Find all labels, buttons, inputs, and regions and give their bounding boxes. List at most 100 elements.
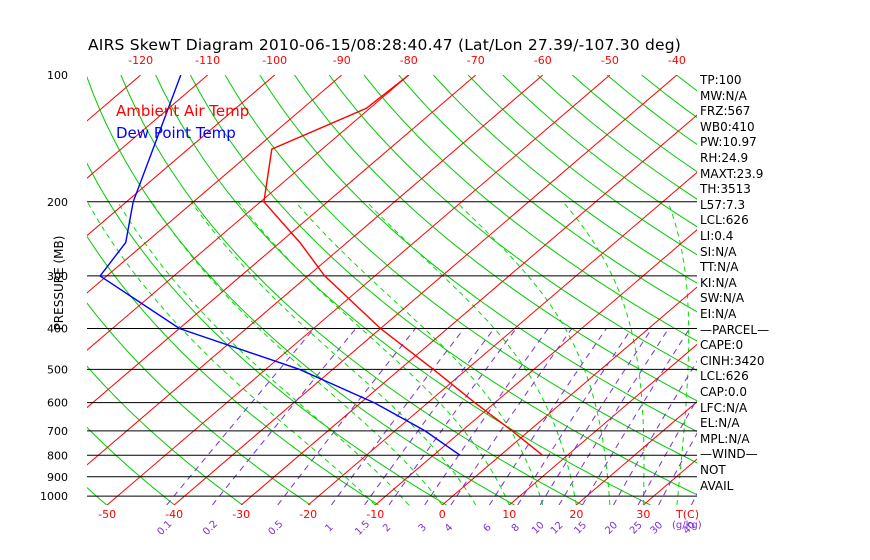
y-tick-label: 500 [47, 363, 68, 376]
mixing-ratio-line [330, 328, 465, 505]
dry-adiabat [850, 75, 870, 505]
mixing-ratio-unit: (g/kg) [672, 520, 702, 531]
isotherm [87, 75, 410, 351]
index-item: EI:N/A [700, 307, 737, 321]
index-item: MPL:N/A [700, 431, 750, 446]
dry-adiabat [398, 75, 697, 313]
mixing-ratio-tick: 0.1 [155, 519, 174, 538]
index-item: RH:24.9 [700, 151, 749, 165]
index-item: LCL:626 [700, 213, 749, 228]
mixing-ratio-line [613, 360, 697, 505]
dry-adiabat [746, 75, 870, 505]
mixing-ratio-tick: 8 [510, 522, 522, 534]
dry-adiabat [363, 75, 697, 342]
isotherm [87, 75, 276, 237]
mixing-ratio-tick: 6 [481, 522, 493, 534]
index-item: TT:N/A [700, 260, 739, 275]
mixing-ratio-line [388, 328, 517, 505]
isotherm [106, 75, 611, 505]
legend-air-temp: Ambient Air Temp [116, 102, 250, 120]
mixing-ratio-line [277, 328, 416, 505]
dry-adiabat [87, 426, 175, 505]
mixing-ratio-line [658, 432, 697, 505]
index-item: MAXT:23.9 [700, 166, 764, 181]
mixing-ratio-line [212, 328, 357, 505]
bottom-temp-tick: -40 [165, 508, 183, 521]
index-item: LI:0.4 [700, 229, 734, 243]
dry-adiabat [87, 365, 243, 505]
chart-title: AIRS SkewT Diagram 2010-06-15/08:28:40.4… [88, 36, 682, 54]
bottom-temp-tick: 10 [502, 508, 516, 521]
isotherm [0, 75, 7, 505]
index-item: —WIND— [700, 447, 758, 462]
top-temp-tick: -80 [400, 54, 418, 67]
index-item: TH:3513 [700, 182, 751, 197]
isotherm [87, 75, 343, 294]
isotherm [508, 343, 697, 505]
dry-adiabat [87, 75, 515, 505]
y-tick-label: 900 [47, 471, 68, 484]
mixing-ratio-tick: 4 [443, 522, 455, 534]
y-axis-label: PRESSURE (MB) [52, 235, 66, 331]
top-temp-tick: -60 [534, 54, 552, 67]
mixing-ratio-tick: 15 [572, 520, 589, 537]
dry-adiabat [87, 302, 311, 505]
bottom-temp-tick: -30 [232, 508, 250, 521]
mixing-ratio-line [539, 328, 653, 505]
index-item: LFC:N/A [700, 400, 748, 415]
index-item: LCL:626 [700, 369, 749, 384]
isotherm [844, 75, 870, 505]
moist-adiabat [294, 201, 544, 505]
dry-adiabat [87, 235, 379, 505]
bottom-temp-tick: -50 [98, 508, 116, 521]
index-item: NOT [700, 463, 726, 477]
y-tick-label: 800 [47, 449, 68, 462]
mixing-ratio-tick: 0.5 [266, 519, 285, 538]
y-tick-label: 600 [47, 397, 68, 410]
y-tick-label: 1000 [40, 490, 68, 503]
isotherm [777, 75, 870, 505]
dry-adiabat [189, 75, 697, 496]
moist-adiabat [455, 201, 611, 505]
index-item: SW:N/A [700, 291, 745, 306]
moist-adiabat [562, 201, 645, 505]
mixing-ratio-tick: 1.5 [353, 519, 372, 538]
moist-adiabat [151, 201, 443, 505]
index-item: L57:7.3 [700, 197, 746, 212]
bottom-temp-tick: 20 [569, 508, 583, 521]
top-temp-tick: -40 [668, 54, 686, 67]
dry-adiabat [294, 75, 697, 402]
top-temp-tick: -70 [467, 54, 485, 67]
mixing-ratio-tick: 30 [648, 520, 665, 537]
isotherm [441, 286, 697, 505]
y-tick-label: 700 [47, 425, 68, 438]
y-tick-label: 300 [47, 270, 68, 283]
mixing-ratio-line [558, 328, 670, 505]
mixing-ratio-line [517, 328, 633, 505]
isotherm [87, 75, 208, 179]
top-temp-tick: -120 [128, 54, 153, 67]
index-item: PW:10.97 [700, 135, 757, 150]
dry-adiabat [502, 75, 697, 228]
x-axis-label: T(C) [675, 508, 699, 521]
mixing-ratio-tick: 2 [381, 522, 393, 534]
dry-adiabat [467, 75, 697, 256]
index-item: AVAIL [700, 478, 734, 493]
mixing-ratio-tick: 0.2 [201, 519, 220, 538]
top-temp-tick: -100 [262, 54, 287, 67]
mixing-ratio-tick: 3 [417, 522, 429, 534]
dry-adiabat [87, 162, 447, 505]
isotherm [87, 75, 544, 466]
dry-adiabat [259, 75, 697, 433]
mixing-ratio-line [450, 328, 573, 505]
top-temp-tick: -50 [601, 54, 619, 67]
mixing-ratio-tick: 1 [323, 522, 335, 534]
moist-adiabat [366, 201, 577, 505]
bottom-temp-tick: 30 [636, 508, 650, 521]
isotherm [240, 114, 697, 505]
mixing-ratio-line [424, 328, 549, 505]
mixing-ratio-line [364, 328, 495, 505]
index-item: TP:100 [700, 73, 742, 87]
index-item: EL:N/A [700, 416, 740, 431]
